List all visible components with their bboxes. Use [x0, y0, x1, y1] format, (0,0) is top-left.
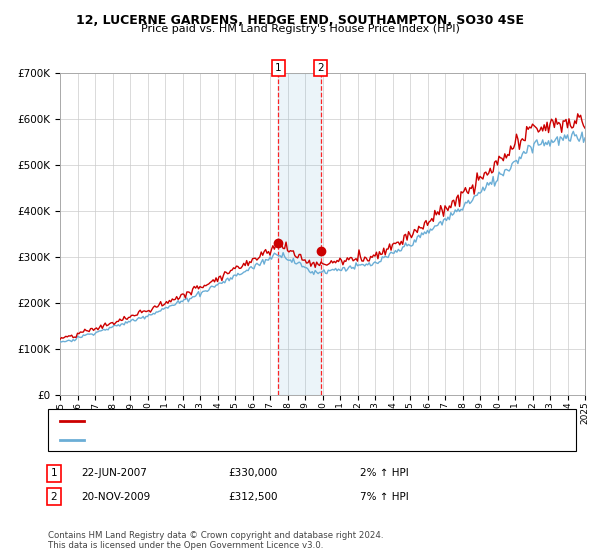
Text: 7% ↑ HPI: 7% ↑ HPI: [360, 492, 409, 502]
Text: £312,500: £312,500: [228, 492, 277, 502]
Text: Contains HM Land Registry data © Crown copyright and database right 2024.
This d: Contains HM Land Registry data © Crown c…: [48, 531, 383, 550]
Text: £330,000: £330,000: [228, 468, 277, 478]
Text: 22-JUN-2007: 22-JUN-2007: [81, 468, 147, 478]
Text: 2: 2: [50, 492, 58, 502]
Text: 2% ↑ HPI: 2% ↑ HPI: [360, 468, 409, 478]
Text: HPI: Average price, detached house, Eastleigh: HPI: Average price, detached house, East…: [93, 436, 313, 445]
Text: 12, LUCERNE GARDENS, HEDGE END, SOUTHAMPTON, SO30 4SE (detached house): 12, LUCERNE GARDENS, HEDGE END, SOUTHAMP…: [93, 416, 485, 425]
Text: 20-NOV-2009: 20-NOV-2009: [81, 492, 150, 502]
Text: 1: 1: [50, 468, 58, 478]
Text: Price paid vs. HM Land Registry's House Price Index (HPI): Price paid vs. HM Land Registry's House …: [140, 24, 460, 34]
Text: 1: 1: [275, 63, 281, 73]
Text: 12, LUCERNE GARDENS, HEDGE END, SOUTHAMPTON, SO30 4SE: 12, LUCERNE GARDENS, HEDGE END, SOUTHAMP…: [76, 14, 524, 27]
Bar: [278, 73, 320, 395]
Text: 2: 2: [317, 63, 324, 73]
